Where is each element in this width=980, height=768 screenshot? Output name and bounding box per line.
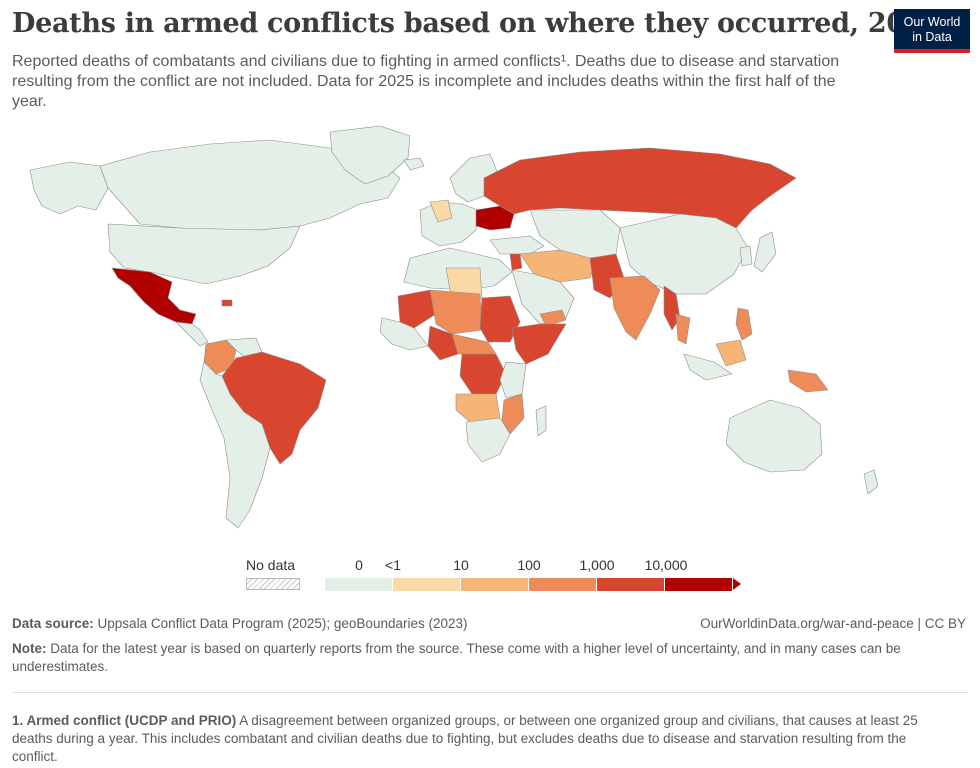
region-japan[interactable] (753, 231, 777, 273)
region-myanmar[interactable] (663, 285, 681, 331)
footnote: 1. Armed conflict (UCDP and PRIO) A disa… (12, 712, 952, 766)
region-ethiopia-somalia[interactable] (511, 323, 567, 365)
note-text: Data for the latest year is based on qua… (12, 641, 901, 674)
region-philippines[interactable] (735, 307, 753, 341)
region-iceland[interactable] (403, 157, 425, 171)
legend-tick-3: 100 (517, 557, 541, 573)
divider (12, 692, 968, 693)
region-cameroon-car[interactable] (451, 333, 497, 355)
legend-no-data-label: No data (246, 557, 296, 573)
region-usa[interactable] (107, 223, 301, 285)
region-central-asia[interactable] (529, 209, 621, 259)
region-madagascar[interactable] (535, 405, 547, 437)
legend-arrow (733, 578, 741, 590)
region-haiti[interactable] (221, 299, 233, 307)
legend-tick-0: 0 (355, 557, 363, 573)
note: Note: Data for the latest year is based … (12, 640, 967, 676)
region-australia[interactable] (725, 399, 823, 473)
legend-tick-1: <1 (385, 557, 401, 573)
logo-line-2: in Data (912, 30, 952, 44)
region-greenland[interactable] (329, 125, 411, 185)
footnote-text: A disagreement between organized groups,… (12, 713, 918, 764)
region-yemen[interactable] (539, 309, 567, 327)
region-canada[interactable] (99, 139, 401, 231)
chart-title: Deaths in armed conflicts based on where… (12, 8, 942, 39)
region-drc[interactable] (459, 353, 507, 395)
legend-bin-4[interactable] (597, 578, 665, 591)
data-source: Data source: Uppsala Conflict Data Progr… (12, 616, 468, 631)
region-nigeria[interactable] (427, 325, 459, 361)
footnote-label: 1. Armed conflict (UCDP and PRIO) (12, 713, 237, 728)
region-southern-africa[interactable] (465, 417, 511, 463)
region-andes[interactable] (199, 361, 271, 529)
world-map[interactable] (0, 118, 980, 548)
legend-color-scale[interactable] (325, 578, 741, 591)
map-land (29, 125, 879, 529)
region-korea[interactable] (739, 245, 753, 267)
region-thailand[interactable] (675, 313, 691, 345)
legend-bin-5[interactable] (665, 578, 733, 591)
region-borneo[interactable] (715, 339, 747, 367)
region-levant[interactable] (509, 253, 523, 271)
legend-bin-1[interactable] (393, 578, 461, 591)
region-west-africa-coast[interactable] (379, 317, 429, 351)
legend-no-data-swatch[interactable] (246, 578, 300, 590)
region-indonesia-west[interactable] (683, 353, 733, 381)
region-niger-chad[interactable] (429, 289, 483, 335)
region-france[interactable] (429, 199, 453, 223)
region-central-america[interactable] (175, 321, 209, 347)
region-alaska[interactable] (29, 161, 109, 215)
source-url[interactable]: OurWorldinData.org/war-and-peace | CC BY (700, 616, 966, 631)
region-turkey[interactable] (489, 235, 545, 255)
legend-bin-2[interactable] (461, 578, 529, 591)
region-sudan[interactable] (479, 295, 521, 343)
region-india[interactable] (609, 275, 661, 341)
region-mali[interactable] (397, 289, 437, 329)
region-angola-zambia[interactable] (455, 393, 501, 423)
legend-bin-3[interactable] (529, 578, 597, 591)
region-mozambique[interactable] (501, 393, 525, 435)
legend-tick-5: 10,000 (644, 557, 688, 573)
region-new-zealand[interactable] (863, 469, 879, 495)
owid-logo[interactable]: Our World in Data (894, 9, 970, 53)
region-papua[interactable] (787, 369, 829, 393)
chart-subtitle: Reported deaths of combatants and civili… (12, 53, 840, 110)
region-east-africa[interactable] (499, 361, 527, 399)
legend-bin-0[interactable] (325, 578, 393, 591)
legend-tick-4: 1,000 (579, 557, 615, 573)
region-russia[interactable] (483, 147, 797, 229)
data-source-text[interactable]: Uppsala Conflict Data Program (2025); ge… (97, 616, 468, 631)
note-label: Note: (12, 641, 47, 656)
logo-line-1: Our World (903, 15, 961, 29)
legend-tick-2: 10 (453, 557, 469, 573)
data-source-label: Data source: (12, 616, 94, 631)
